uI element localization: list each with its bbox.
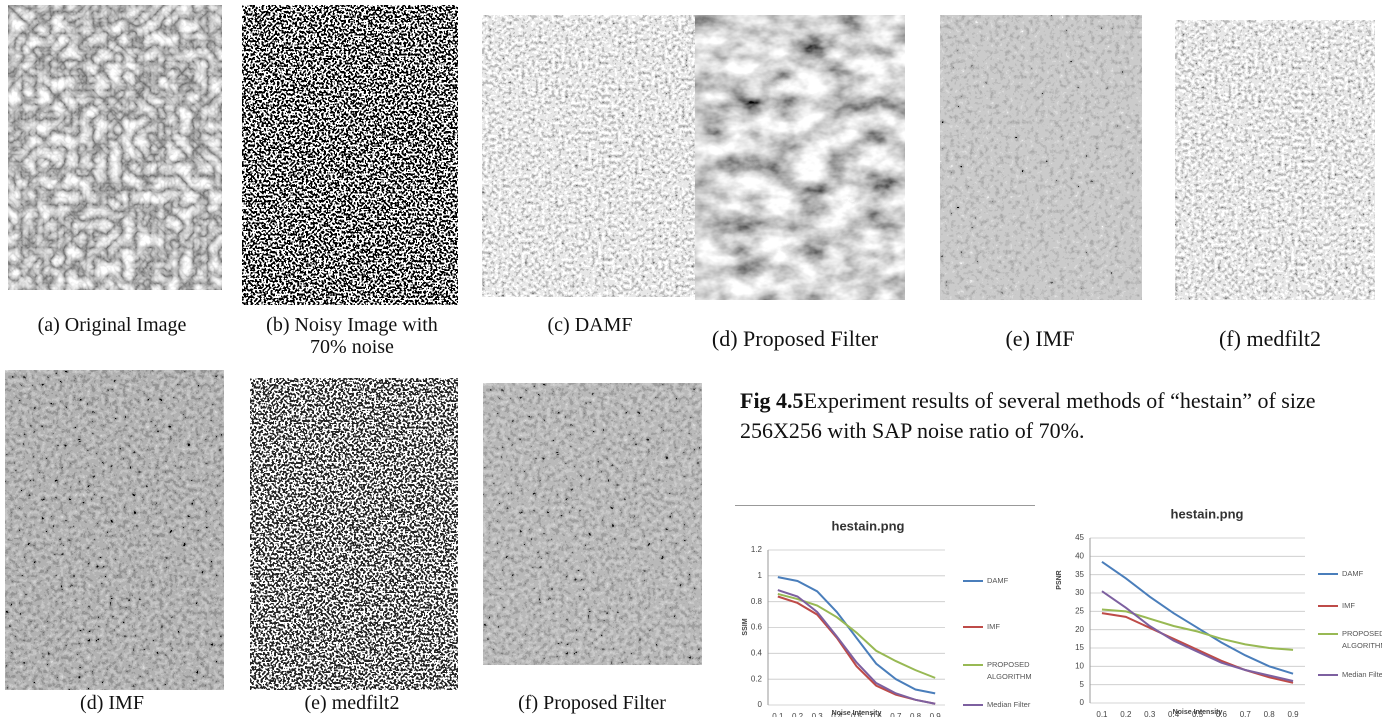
legend-label: PROPOSED ALGORITHM	[1342, 629, 1382, 650]
chart-title: hestain.png	[1171, 506, 1244, 521]
y-axis-label: SSIM	[742, 618, 749, 635]
y-tick-label: 10	[1075, 661, 1084, 670]
y-tick-label: 0	[1080, 698, 1085, 707]
x-tick-label: 0.6	[871, 712, 883, 717]
x-tick-label: 0.9	[1287, 710, 1299, 717]
x-tick-label: 0.4	[1168, 710, 1180, 717]
x-tick-label: 0.5	[851, 712, 863, 717]
legend-entry: PROPOSED ALGORITHM	[1342, 629, 1382, 650]
image-noisy	[242, 5, 458, 305]
x-tick-label: 0.8	[910, 712, 922, 717]
image-proposed	[483, 383, 702, 665]
y-tick-label: 0.8	[751, 597, 763, 606]
y-tick-label: 15	[1075, 643, 1084, 652]
caption: (d) IMF	[80, 692, 144, 714]
y-tick-label: 45	[1075, 533, 1084, 542]
y-tick-label: 0.6	[751, 623, 763, 632]
chart: hestain.png 0 5 10 15 20 25 30 35 40 45 0.1 0.2 0.3 0.…	[1056, 506, 1382, 717]
image-imf	[940, 15, 1142, 300]
caption: (d) Proposed Filter	[711, 326, 879, 351]
x-tick-label: 0.1	[772, 712, 784, 717]
legend-label: Median Filter	[987, 700, 1031, 709]
x-tick-label: 0.9	[930, 712, 942, 717]
image-proposed	[695, 15, 905, 300]
legend-entry: DAMF	[987, 576, 1009, 585]
legend-entry: Median Filter	[987, 700, 1031, 709]
figure-label: Fig 4.5	[740, 388, 804, 413]
x-tick-label: 0.8	[1264, 710, 1276, 717]
legend-entry: Median Filter	[1342, 670, 1382, 679]
legend-label: IMF	[987, 622, 1000, 631]
y-tick-label: 25	[1075, 606, 1084, 615]
y-tick-label: 20	[1075, 625, 1084, 634]
series-line	[1101, 590, 1294, 682]
x-tick-label: 0.7	[1240, 710, 1252, 717]
y-tick-label: 0.2	[751, 674, 763, 683]
image-original	[8, 5, 222, 290]
series-line	[777, 576, 936, 695]
figure-text: Experiment results of several methods of…	[740, 388, 1316, 443]
caption: (e) IMF	[1005, 326, 1075, 351]
legend-label: PROPOSED ALGORITHM	[987, 660, 1032, 681]
legend-label: Median Filter	[1342, 670, 1382, 679]
x-tick-label: 0.3	[1144, 710, 1156, 717]
y-tick-label: 35	[1075, 570, 1084, 579]
caption: (f) medfilt2	[1218, 326, 1322, 351]
legend-label: DAMF	[987, 576, 1009, 585]
legend-label: DAMF	[1342, 569, 1364, 578]
y-axis-label: PSNR	[1056, 570, 1063, 589]
image-imf	[5, 370, 224, 690]
legend-label: IMF	[1342, 601, 1355, 610]
x-tick-label: 0.5	[1192, 710, 1204, 717]
x-tick-label: 0.2	[1120, 710, 1132, 717]
x-tick-label: 0.4	[831, 712, 843, 717]
series-line	[1101, 612, 1294, 684]
y-tick-label: 40	[1075, 551, 1084, 560]
y-tick-label: 0.4	[751, 648, 763, 657]
image-medfilt2	[250, 378, 458, 690]
caption: (f) Proposed Filter	[518, 692, 666, 714]
caption: (b) Noisy Image with 70% noise	[266, 314, 438, 358]
series-line	[777, 589, 936, 705]
legend-entry: PROPOSED ALGORITHM	[987, 660, 1032, 681]
y-tick-label: 1.2	[751, 545, 763, 554]
image-medfilt2	[1175, 20, 1375, 300]
x-axis-label: Noise Intensity	[1173, 709, 1223, 716]
y-tick-label: 30	[1075, 588, 1084, 597]
x-tick-label: 0.7	[890, 712, 902, 717]
x-tick-label: 0.2	[792, 712, 804, 717]
x-tick-label: 0.3	[812, 712, 824, 717]
series-line	[1101, 561, 1294, 675]
legend-entry: DAMF	[1342, 569, 1364, 578]
x-tick-label: 0.1	[1096, 710, 1108, 717]
y-tick-label: 0	[758, 700, 763, 709]
caption: (e) medfilt2	[304, 692, 400, 714]
legend-entry: IMF	[987, 622, 1000, 631]
chart: hestain.png 0 0.2 0.4 0.6 0.8 1 1.2 0.1 0.2 0.3 0.4…	[735, 505, 1035, 717]
legend-entry: IMF	[1342, 601, 1355, 610]
caption: (c) DAMF	[547, 314, 633, 336]
y-tick-label: 5	[1080, 680, 1085, 689]
y-tick-label: 1	[758, 571, 763, 580]
x-axis-label: Noise Intensity	[832, 710, 882, 717]
x-tick-label: 0.6	[1216, 710, 1228, 717]
caption: (a) Original Image	[37, 314, 187, 336]
chart-title: hestain.png	[832, 518, 905, 533]
image-damf	[482, 15, 700, 297]
figure-caption: Fig 4.5Experiment results of several met…	[740, 386, 1380, 446]
